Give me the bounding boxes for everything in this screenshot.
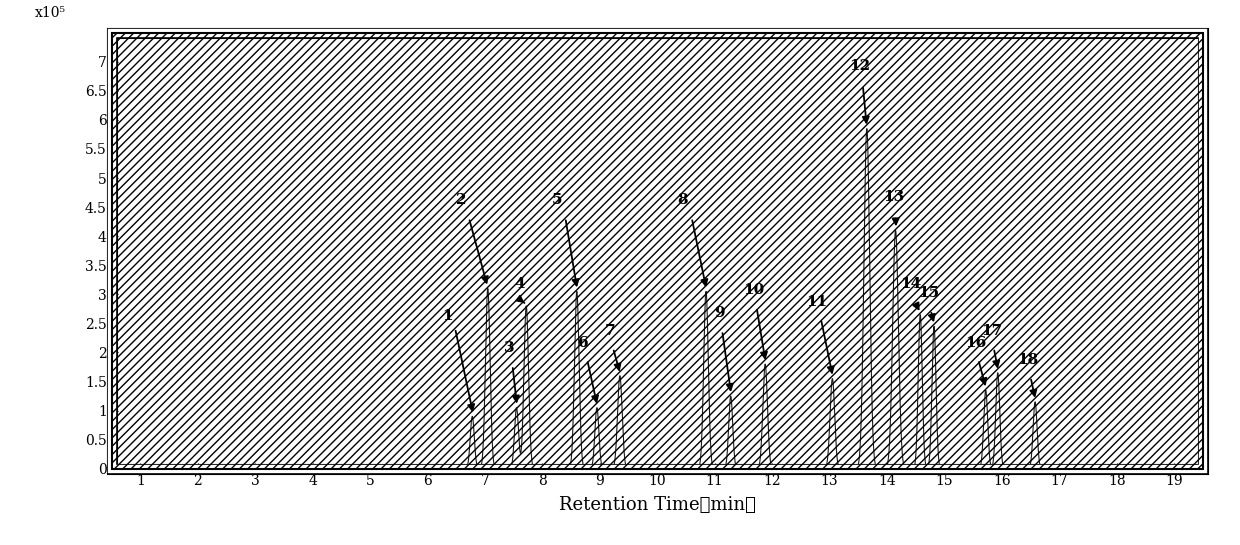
Text: 1: 1	[443, 310, 453, 323]
Text: 18: 18	[1017, 353, 1038, 367]
Text: 15: 15	[918, 286, 939, 300]
Text: 11: 11	[806, 295, 827, 309]
Text: 5: 5	[552, 193, 562, 207]
Text: x10⁵: x10⁵	[35, 5, 66, 20]
Text: 6: 6	[578, 336, 589, 349]
Text: 8: 8	[678, 193, 688, 207]
Text: 17: 17	[981, 324, 1002, 338]
Text: 14: 14	[900, 277, 921, 292]
Text: 13: 13	[883, 190, 904, 204]
Text: 12: 12	[849, 59, 870, 74]
Text: 10: 10	[743, 283, 764, 297]
Text: 4: 4	[515, 277, 525, 292]
Text: 7: 7	[605, 324, 615, 338]
Text: 9: 9	[714, 306, 724, 320]
Text: 3: 3	[503, 341, 515, 355]
X-axis label: Retention Time（min）: Retention Time（min）	[559, 496, 755, 514]
Bar	[112, 33, 1203, 469]
Text: 2: 2	[455, 193, 466, 207]
Bar	[112, 33, 1203, 469]
Text: 16: 16	[965, 336, 986, 349]
